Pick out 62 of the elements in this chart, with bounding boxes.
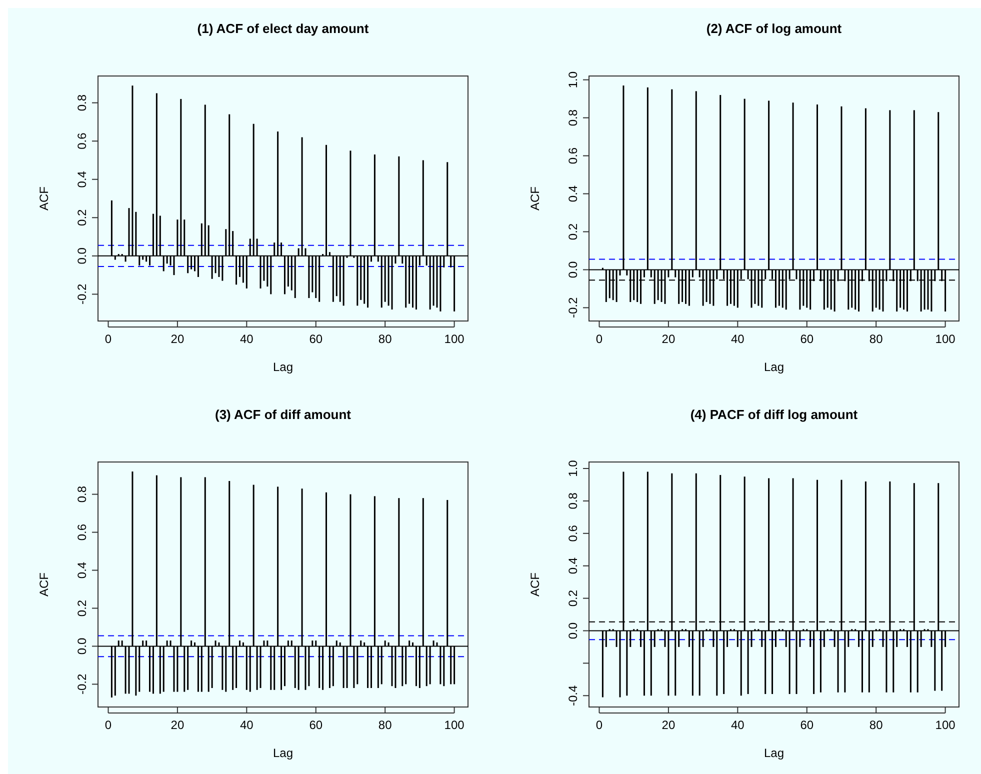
x-tick-label: 60	[800, 718, 814, 732]
y-tick-label: 0.8	[566, 109, 580, 126]
x-tick-label: 60	[800, 332, 814, 346]
y-tick-label: 0.4	[75, 170, 89, 188]
x-tick-label: 20	[662, 718, 676, 732]
x-tick-label: 100	[444, 332, 465, 346]
x-tick-label: 80	[869, 332, 884, 346]
y-tick-label: 0.0	[566, 622, 580, 640]
y-tick-label: -0.4	[566, 684, 580, 706]
y-tick-label: 0.4	[566, 185, 580, 202]
y-tick-label: 0.8	[566, 492, 580, 510]
y-tick-label: 0.4	[75, 562, 89, 579]
x-tick-label: 0	[104, 332, 112, 346]
x-tick-label: 40	[240, 332, 254, 346]
y-axis-title: ACF	[37, 572, 51, 596]
y-tick-label: -0.2	[75, 284, 89, 305]
y-axis-title: ACF	[528, 186, 542, 210]
x-tick-label: 0	[104, 718, 112, 732]
x-axis-title: Lag	[764, 360, 784, 374]
y-tick-label: 1.0	[566, 71, 580, 88]
x-axis-title: Lag	[764, 746, 784, 760]
x-tick-label: 20	[170, 332, 184, 346]
y-tick-label: 0.2	[75, 600, 89, 617]
y-tick-label: 0.6	[566, 524, 580, 542]
y-tick-label: 0.0	[75, 247, 89, 264]
y-axis-title: ACF	[37, 186, 51, 210]
y-tick-label: 0.6	[75, 524, 89, 541]
x-tick-label: 100	[935, 332, 956, 346]
y-tick-label: 0.6	[566, 147, 580, 164]
x-axis-title: Lag	[272, 360, 294, 374]
x-tick-label: 80	[869, 718, 884, 732]
x-tick-label: 80	[378, 718, 392, 732]
y-tick-label: -0.2	[75, 674, 89, 695]
x-tick-label: 40	[240, 718, 254, 732]
x-tick-label: 100	[935, 718, 956, 732]
y-tick-label: 0.2	[75, 208, 89, 226]
y-tick-label: 0.0	[75, 638, 89, 655]
y-tick-label: 1.0	[566, 460, 580, 477]
chart-title: (3) ACF of diff amount	[215, 407, 352, 422]
y-tick-label: 0.4	[566, 557, 580, 574]
y-tick-label: -0.2	[566, 297, 580, 318]
x-tick-label: 80	[378, 332, 392, 346]
y-tick-label: 0.2	[566, 223, 580, 240]
x-tick-label: 60	[309, 718, 323, 732]
x-tick-label: 100	[444, 718, 465, 732]
y-tick-label: 0.6	[75, 132, 89, 150]
x-tick-label: 0	[596, 718, 603, 732]
x-tick-label: 60	[309, 332, 323, 346]
x-tick-label: 20	[170, 718, 184, 732]
y-tick-label: 0.2	[566, 590, 580, 607]
y-tick-label: 0.8	[75, 94, 89, 112]
y-tick-label: 0.8	[75, 486, 89, 503]
y-axis-title: ACF	[528, 572, 542, 596]
x-tick-label: 40	[730, 332, 745, 346]
chart-title: (1) ACF of elect day amount	[197, 21, 370, 36]
chart-title: (4) PACF of diff log amount	[690, 407, 858, 422]
x-axis-title: Lag	[272, 746, 294, 760]
y-tick-label: 0.0	[566, 261, 580, 278]
chart-title: (2) ACF of log amount	[706, 21, 842, 36]
x-tick-label: 20	[662, 332, 676, 346]
x-tick-label: 0	[596, 332, 603, 346]
x-tick-label: 40	[730, 718, 745, 732]
